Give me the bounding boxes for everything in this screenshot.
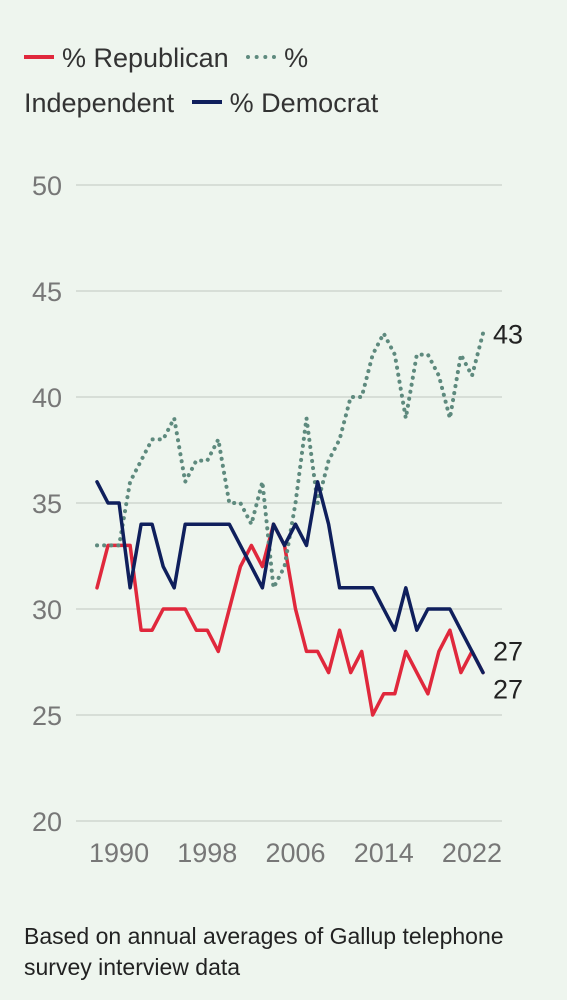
line-chart: 20 25 30 35 40 45 50 1990 1998 2006 2014 2022 43 27 27 (32, 171, 523, 868)
legend-item-independent: % (246, 36, 308, 81)
chart-legend: % Republican % Independent % Democrat (24, 36, 554, 126)
x-tick-label-2006: 2006 (265, 838, 325, 868)
legend-item-republican: % Republican (24, 36, 229, 81)
x-tick-label-2014: 2014 (354, 838, 414, 868)
legend-label-independent-part1: % (284, 43, 309, 73)
y-tick-label-50: 50 (32, 171, 62, 201)
end-label-republican: 27 (493, 637, 523, 667)
legend-swatch-republican (24, 54, 54, 59)
legend-label-democrat: % Democrat (229, 88, 379, 118)
series-line-republican (95, 522, 485, 717)
chart-caption: Based on annual averages of Gallup telep… (24, 923, 504, 980)
series-line-democrat (95, 480, 485, 675)
legend-swatch-democrat (191, 99, 222, 104)
y-tick-label-20: 20 (32, 807, 62, 837)
legend-label-independent-part2: Independent (24, 88, 175, 118)
end-label-independent: 43 (493, 319, 523, 349)
series-line-independent (95, 331, 485, 590)
legend-item-independent-cont: Independent (24, 81, 174, 126)
x-tick-label-1990: 1990 (89, 838, 149, 868)
y-tick-label-25: 25 (32, 701, 62, 731)
y-tick-label-40: 40 (32, 383, 62, 413)
y-tick-label-30: 30 (32, 595, 62, 625)
legend-label-republican: % Republican (62, 43, 229, 73)
legend-swatch-independent (246, 54, 277, 59)
end-label-democrat: 27 (493, 675, 523, 705)
legend-item-democrat: % Democrat (191, 81, 379, 126)
x-tick-label-2022: 2022 (442, 838, 502, 868)
x-tick-label-1998: 1998 (177, 838, 237, 868)
y-tick-label-45: 45 (32, 277, 62, 307)
y-tick-label-35: 35 (32, 489, 62, 519)
